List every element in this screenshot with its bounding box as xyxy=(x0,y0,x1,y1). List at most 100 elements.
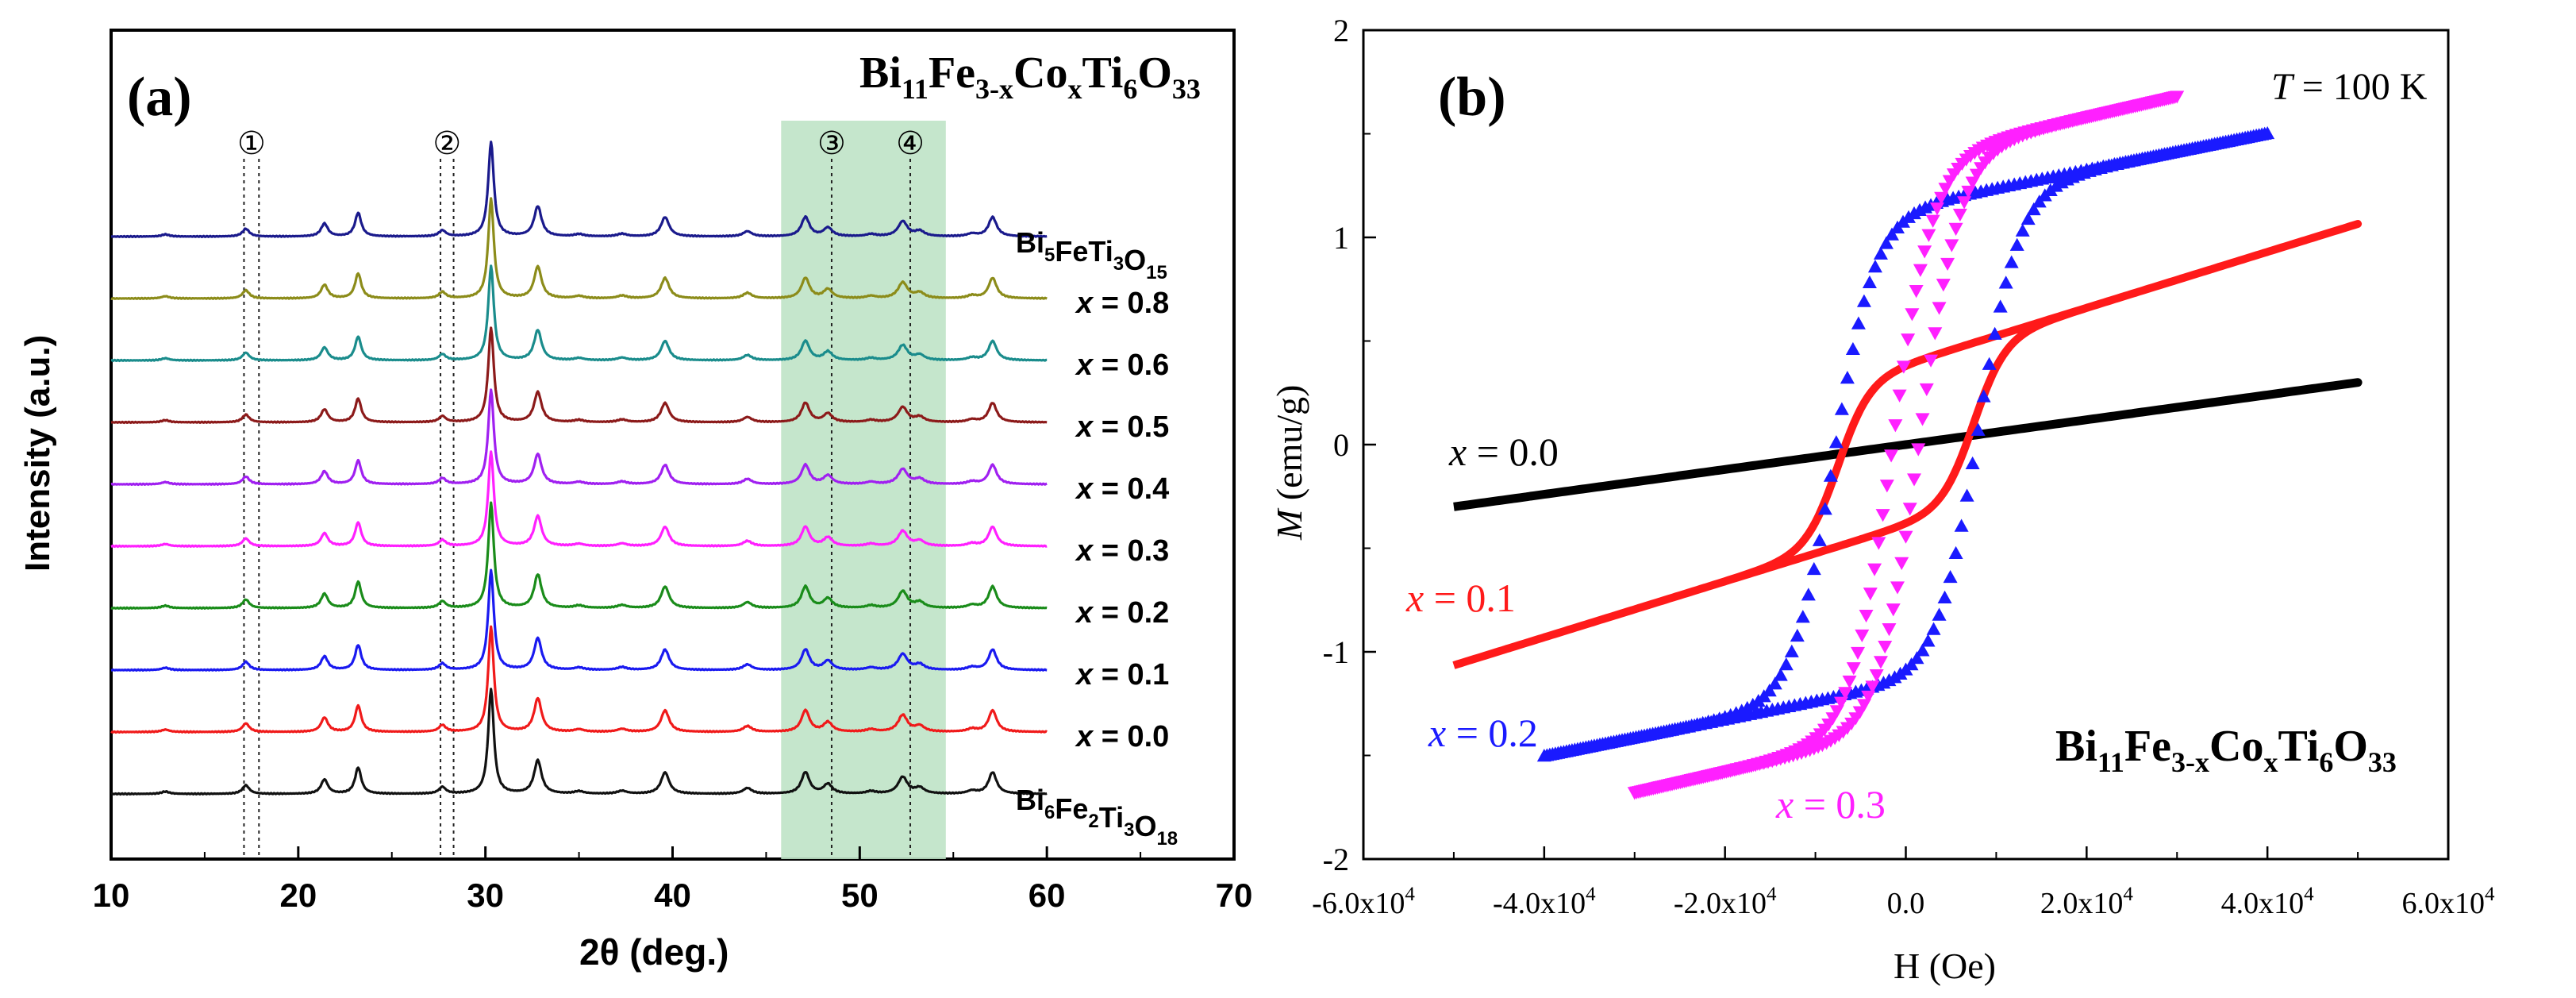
x-tick-label: 2.0x104 xyxy=(2040,884,2134,920)
data-marker xyxy=(1976,389,1991,403)
data-marker xyxy=(1915,643,1930,657)
hysteresis-loop xyxy=(1536,125,2275,762)
data-marker xyxy=(1892,389,1907,403)
data-marker xyxy=(1856,294,1871,307)
data-marker xyxy=(1823,468,1838,482)
x-tick-label: 50 xyxy=(841,877,879,914)
hysteresis-loop xyxy=(1627,91,2185,800)
data-marker xyxy=(1867,260,1882,273)
data-marker xyxy=(1961,185,1976,199)
data-marker xyxy=(1540,748,1555,761)
data-marker xyxy=(1869,669,1884,683)
data-marker xyxy=(1865,680,1880,694)
series-label: x = 0.1 xyxy=(1075,658,1169,692)
data-marker xyxy=(1812,533,1827,546)
data-marker xyxy=(1834,402,1849,415)
data-marker xyxy=(1993,299,2008,313)
xrd-patterns xyxy=(110,141,1048,796)
data-marker xyxy=(1948,545,1963,560)
series-label: x = 0.6 xyxy=(1075,349,1169,382)
panel-b-xlabel: H (Oe) xyxy=(1894,946,1996,986)
data-marker xyxy=(1887,670,1902,684)
data-marker xyxy=(1851,646,1866,661)
data-marker xyxy=(2048,179,2063,192)
data-marker xyxy=(1851,316,1866,329)
data-marker xyxy=(1773,668,1788,681)
data-marker xyxy=(1909,651,1924,665)
series-label: Bi5FeTi3O15 xyxy=(1016,226,1167,283)
hysteresis-loops xyxy=(1452,91,2363,800)
data-marker xyxy=(1954,518,1969,532)
x-tick-label: 4.0x104 xyxy=(2221,884,2315,920)
data-marker xyxy=(1911,443,1926,457)
data-marker xyxy=(1959,488,1974,502)
peak-marker-lines: ① ② ③ ④ xyxy=(237,125,925,859)
xrd-pattern-line xyxy=(110,450,1048,549)
hysteresis-curve xyxy=(1452,378,2363,511)
peak-marker-label: ② xyxy=(433,125,461,161)
data-marker xyxy=(1855,629,1870,643)
data-marker xyxy=(1905,308,1920,322)
panel-a-x-axis: 10 20 30 40 50 60 70 xyxy=(93,846,1252,914)
data-marker xyxy=(1795,610,1810,623)
data-marker xyxy=(1886,603,1901,617)
panel-a-xlabel: 2θ (deg.) xyxy=(579,931,729,973)
data-marker xyxy=(1929,202,1944,216)
series-label: x = 0.3 xyxy=(1075,534,1169,568)
series-label: x = 0.5 xyxy=(1075,410,1169,444)
data-marker xyxy=(1890,581,1905,595)
series-label: x = 0.0 xyxy=(1075,720,1169,753)
data-marker xyxy=(2009,237,2024,251)
series-label: x = 0.2 xyxy=(1075,596,1169,630)
loop-label-x3: x = 0.3 xyxy=(1775,782,1886,827)
data-marker xyxy=(1920,634,1936,647)
highlight-region xyxy=(781,121,946,859)
xrd-pattern-line xyxy=(110,568,1048,672)
data-marker xyxy=(1888,419,1903,433)
data-marker xyxy=(1838,687,1853,700)
loop-label-x0: x = 0.0 xyxy=(1448,430,1559,474)
data-marker xyxy=(1915,413,1930,426)
data-marker xyxy=(2004,255,2019,268)
data-marker xyxy=(1952,208,1967,222)
x-tick-label: -2.0x104 xyxy=(1674,884,1777,920)
data-marker xyxy=(1859,609,1874,623)
x-tick-label: 0.0 xyxy=(1887,887,1925,920)
panel-b-ylabel: M (emu/g) xyxy=(1269,385,1309,541)
series-label: x = 0.8 xyxy=(1075,287,1169,320)
data-marker xyxy=(1884,227,1899,241)
xrd-pattern-line xyxy=(110,141,1048,238)
data-marker xyxy=(1948,222,1963,236)
data-marker xyxy=(1943,569,1958,584)
data-marker xyxy=(1944,239,1959,252)
data-marker xyxy=(1879,480,1894,493)
x-tick-label: 10 xyxy=(93,877,130,914)
data-marker xyxy=(1901,333,1916,347)
data-marker xyxy=(1873,246,1888,260)
data-marker xyxy=(1909,284,1924,299)
data-marker xyxy=(1937,590,1952,604)
data-marker xyxy=(1942,175,1957,188)
hysteresis-curve xyxy=(1452,220,2363,669)
data-marker xyxy=(1784,644,1799,657)
data-marker xyxy=(1926,622,1941,635)
hysteresis-loop xyxy=(1452,378,2363,511)
xrd-pattern-line xyxy=(110,625,1048,734)
data-marker xyxy=(1846,662,1861,676)
data-marker xyxy=(1921,229,1936,242)
data-marker xyxy=(1924,354,1939,368)
data-marker xyxy=(1871,537,1886,550)
temperature-label: T = 100 K xyxy=(2271,66,2428,108)
xrd-pattern-line xyxy=(110,688,1048,796)
data-marker xyxy=(1801,588,1816,601)
xrd-pattern-line xyxy=(110,388,1048,487)
data-marker xyxy=(1834,696,1849,710)
peak-marker-label: ③ xyxy=(817,125,846,161)
data-marker xyxy=(1890,220,1905,233)
data-marker xyxy=(1917,245,1932,259)
data-marker xyxy=(1817,502,1832,515)
series-label: Bi6Fe2Ti3O18 xyxy=(1016,784,1178,850)
data-marker xyxy=(1998,276,2013,289)
loop-label-x2: x = 0.2 xyxy=(1428,711,1538,755)
